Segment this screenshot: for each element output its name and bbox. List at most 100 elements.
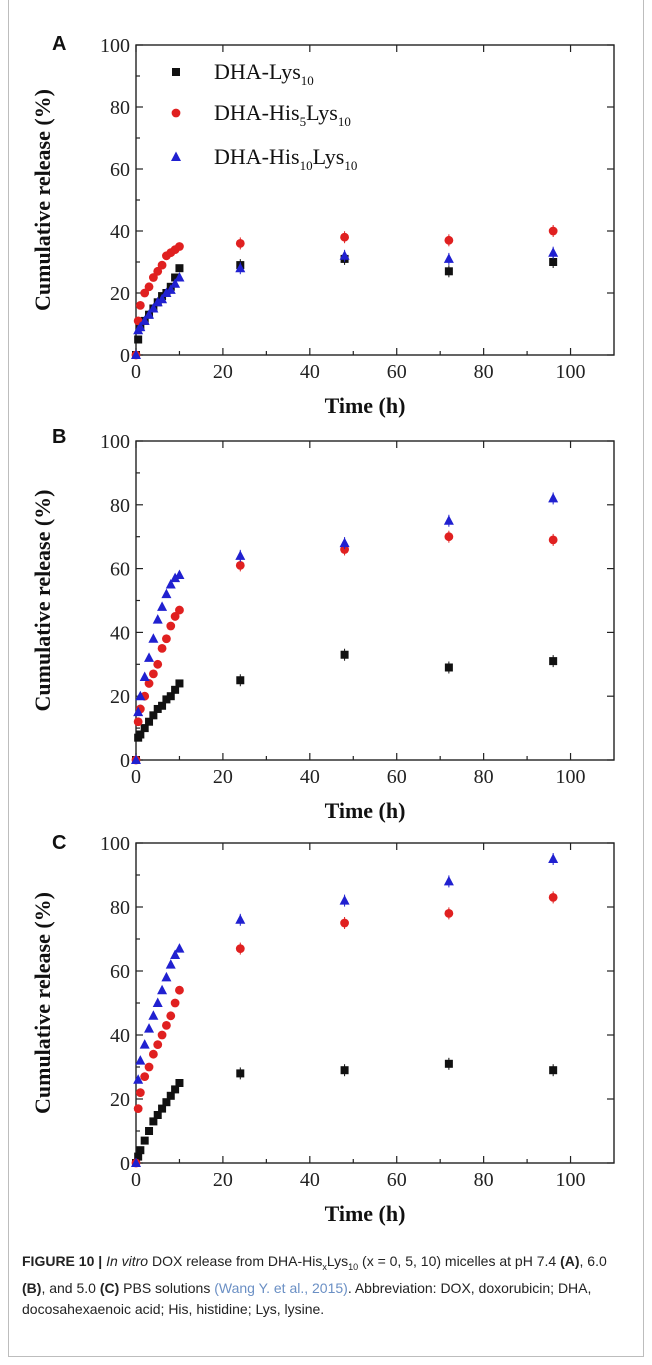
data-point — [139, 671, 150, 682]
data-point — [162, 1021, 171, 1030]
data-point — [158, 1104, 167, 1113]
series-1 — [132, 252, 558, 359]
data-point — [175, 985, 184, 995]
data-point — [549, 1066, 558, 1075]
legend-marker — [171, 108, 181, 118]
data-point — [549, 657, 558, 666]
x-tick-label: 60 — [387, 1169, 407, 1191]
data-point — [340, 918, 349, 928]
data-point — [166, 621, 176, 631]
data-point — [171, 273, 180, 282]
data-point — [148, 1010, 159, 1020]
data-point — [175, 242, 184, 251]
y-tick-label: 80 — [110, 897, 130, 919]
caption-sub-x: x — [322, 1261, 327, 1272]
data-point — [162, 1098, 171, 1107]
data-point — [140, 724, 149, 733]
x-tick-label: 40 — [300, 1169, 320, 1191]
y-axis-title: Cumulative release (%) — [30, 490, 55, 712]
data-point — [549, 258, 558, 266]
chart-panel-b: B 0 20 40 60 80 100 0 20 40 60 80 100 Time (h) Cumulat… — [30, 426, 615, 823]
data-point — [144, 309, 155, 319]
data-point — [171, 1085, 180, 1094]
series-2 — [131, 225, 558, 360]
x-tick-label: 100 — [556, 766, 586, 788]
data-point — [165, 284, 176, 294]
x-tick-label: 20 — [213, 766, 233, 788]
data-point — [134, 1152, 143, 1161]
data-point — [548, 492, 559, 503]
data-point — [443, 875, 454, 886]
data-point — [339, 537, 350, 548]
figure-frame — [8, 0, 644, 1357]
panel-letter: B — [52, 426, 66, 448]
data-point — [166, 1011, 176, 1021]
y-tick-label: 100 — [100, 833, 130, 855]
data-point — [170, 998, 180, 1008]
data-point — [135, 321, 146, 332]
caption-text-2: Lys — [326, 1253, 349, 1269]
data-point — [175, 605, 184, 615]
y-tick-label: 20 — [110, 686, 130, 708]
data-point — [174, 943, 185, 953]
data-point — [444, 1059, 453, 1068]
y-tick-label: 20 — [110, 283, 130, 305]
data-point — [235, 239, 245, 248]
data-point — [170, 572, 181, 583]
legend-label: DHA-His10Lys10 — [214, 144, 357, 173]
data-point — [166, 692, 175, 701]
data-point — [139, 315, 150, 325]
data-point — [339, 250, 350, 260]
legend-label: DHA-His5Lys10 — [214, 100, 351, 129]
x-axis-title: Time (h) — [325, 798, 406, 823]
data-point — [161, 971, 172, 982]
data-point — [153, 266, 163, 276]
x-tick-label: 40 — [300, 361, 320, 383]
data-point — [145, 1127, 154, 1135]
x-axis-title: Time (h) — [325, 393, 406, 418]
data-point — [235, 262, 246, 273]
data-point — [165, 579, 176, 589]
x-tick-label: 60 — [387, 766, 407, 788]
data-point — [548, 226, 558, 236]
caption-citation-link[interactable]: (Wang Y. et al., 2015) — [214, 1279, 348, 1296]
data-point — [135, 301, 145, 310]
data-point — [144, 679, 154, 688]
data-point — [340, 232, 349, 242]
data-point — [133, 1074, 144, 1084]
data-point — [161, 588, 172, 599]
y-tick-label: 0 — [120, 345, 130, 367]
caption-italic: In vitro — [106, 1253, 149, 1269]
data-point — [134, 335, 143, 344]
data-point — [236, 676, 245, 685]
x-tick-label: 0 — [131, 1169, 141, 1191]
data-point — [444, 235, 454, 245]
y-tick-label: 100 — [100, 431, 130, 453]
data-point — [136, 730, 145, 739]
data-point — [133, 706, 144, 717]
data-point — [444, 267, 453, 276]
caption-text-1: DOX release from DHA-His — [151, 1253, 323, 1269]
data-point — [162, 634, 171, 644]
data-point — [162, 695, 171, 704]
data-point — [158, 701, 167, 710]
data-point — [157, 293, 168, 304]
data-point — [235, 550, 246, 560]
data-point — [152, 296, 163, 307]
data-point — [140, 1072, 150, 1081]
data-point — [153, 1111, 162, 1119]
panel-letter: C — [52, 832, 66, 854]
data-point — [148, 669, 158, 679]
data-point — [148, 273, 158, 282]
data-point — [443, 515, 454, 525]
series-1 — [132, 648, 558, 764]
data-point — [548, 853, 559, 863]
figure-caption: FIGURE 10 | In vitro DOX release from DH… — [22, 1251, 630, 1320]
series-3 — [131, 492, 559, 764]
data-point — [131, 1157, 141, 1167]
data-point — [157, 601, 168, 611]
data-point — [148, 1049, 158, 1059]
data-point — [152, 997, 163, 1007]
data-point — [133, 717, 143, 727]
data-point — [157, 1030, 167, 1040]
